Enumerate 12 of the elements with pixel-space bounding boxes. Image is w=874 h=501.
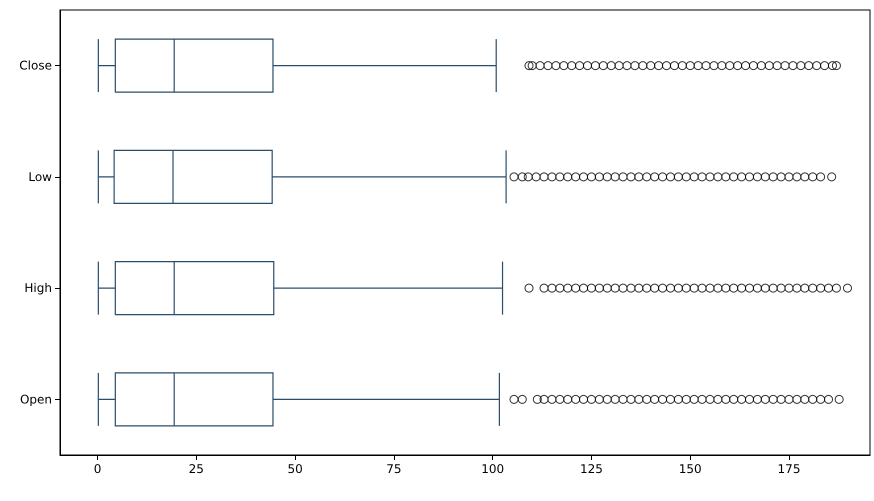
x-tick-label: 50 <box>287 462 303 476</box>
x-tick-label: 150 <box>678 462 702 476</box>
x-tick-label: 175 <box>778 462 800 476</box>
y-tick-label: Open <box>20 392 52 406</box>
x-tick-label: 0 <box>94 462 102 476</box>
x-tick-label: 100 <box>481 462 504 476</box>
x-tick-label: 125 <box>580 462 603 476</box>
y-tick-label: Close <box>19 58 52 73</box>
x-tick-label: 75 <box>386 462 402 476</box>
x-tick-label: 25 <box>188 462 204 476</box>
y-tick-label: High <box>24 281 52 296</box>
y-tick-label: Low <box>28 170 52 184</box>
